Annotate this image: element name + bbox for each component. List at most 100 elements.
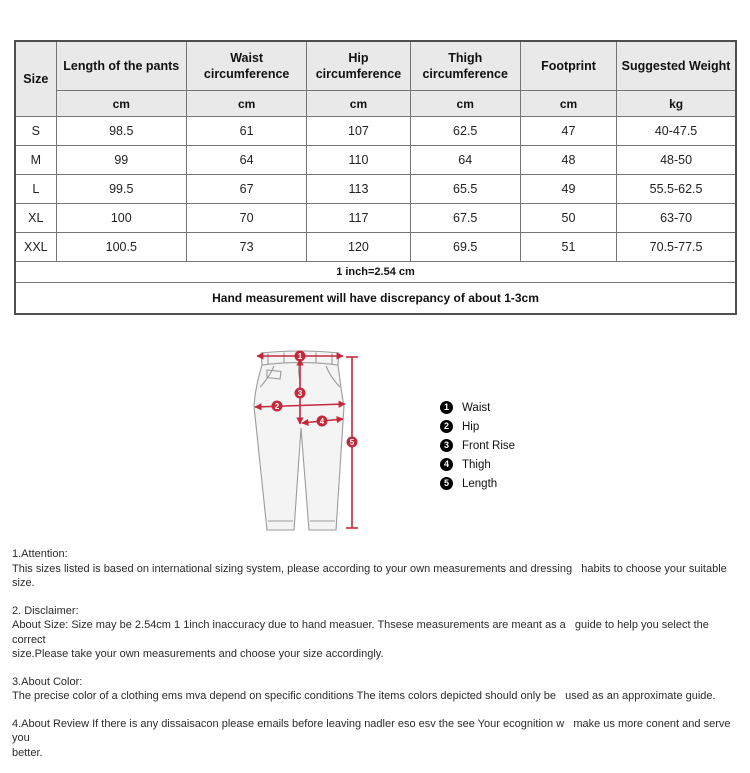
- note-body: 4.About Review If there is any dissaisac…: [12, 717, 731, 759]
- value-cell: 64: [185, 145, 308, 175]
- diagram-legend: 1 Waist 2 Hip 3 Front Rise 4 Thigh 5 Length: [440, 401, 515, 490]
- size-cell: XXL: [14, 232, 57, 262]
- value-cell: 48-50: [616, 145, 737, 175]
- note-title: 2. Disclaimer:: [12, 604, 79, 617]
- value-cell: 69.5: [409, 232, 521, 262]
- value-cell: 70: [185, 203, 308, 233]
- unit-cell: cm: [185, 90, 308, 117]
- value-cell: 64: [409, 145, 521, 175]
- value-cell: 110: [306, 145, 411, 175]
- measurement-diagram: 1 2 3 4 5 1 Waist 2 Hi: [248, 346, 678, 568]
- legend-label: Length: [462, 477, 498, 490]
- legend-label: Waist: [462, 401, 491, 414]
- col-header: Hip circumference: [306, 40, 411, 91]
- value-cell: 65.5: [409, 174, 521, 204]
- value-cell: 67: [185, 174, 308, 204]
- value-cell: 47: [519, 116, 618, 146]
- marker-hip: 2: [271, 400, 283, 412]
- legend-number-badge: 4: [440, 458, 453, 471]
- col-header: Footprint: [519, 40, 618, 91]
- table-row: XL 100 70 117 67.5 50 63-70: [14, 203, 737, 233]
- value-cell: 49: [519, 174, 618, 204]
- unit-cell: cm: [55, 90, 187, 117]
- unit-cell: cm: [409, 90, 521, 117]
- measurement-markers: 1 2 3 4 5: [271, 350, 358, 448]
- value-cell: 100.5: [55, 232, 187, 262]
- size-chart-table: Size Length of the pants Waist circumferen…: [14, 40, 737, 315]
- size-guide-page: Size Length of the pants Waist circumferen…: [12, 40, 737, 759]
- marker-front-rise: 3: [294, 387, 306, 399]
- note-title: 3.About Color:: [12, 675, 83, 688]
- col-header: Waist circumference: [185, 40, 308, 91]
- note-section-about-color: 3.About Color: The precise color of a cl…: [12, 675, 739, 704]
- legend-label: Thigh: [462, 458, 491, 471]
- table-row: S 98.5 61 107 62.5 47 40-47.5: [14, 116, 737, 146]
- note-title: 1.Attention:: [12, 548, 68, 560]
- value-cell: 70.5-77.5: [616, 232, 737, 262]
- value-cell: 107: [306, 116, 411, 146]
- col-header: Length of the pants: [55, 40, 187, 91]
- value-cell: 117: [306, 203, 411, 233]
- value-cell: 50: [519, 203, 618, 233]
- marker-thigh: 4: [316, 415, 328, 427]
- table-row: L 99.5 67 113 65.5 49 55.5-62.5: [14, 174, 737, 204]
- value-cell: 99.5: [55, 174, 187, 204]
- note-body: This sizes listed is based on internatio…: [12, 562, 730, 590]
- value-cell: 113: [306, 174, 411, 204]
- legend-number-badge: 2: [440, 420, 453, 433]
- svg-text:4: 4: [320, 417, 325, 426]
- table-note: Hand measurement will have discrepancy o…: [14, 282, 737, 315]
- svg-text:1: 1: [298, 352, 303, 361]
- value-cell: 100: [55, 203, 187, 233]
- unit-cell: cm: [306, 90, 411, 117]
- unit-cell: kg: [616, 90, 737, 117]
- value-cell: 63-70: [616, 203, 737, 233]
- legend-item: 5 Length: [440, 477, 515, 490]
- col-header: Suggested Weight: [616, 40, 737, 91]
- pants-diagram-illustration: 1 2 3 4 5: [253, 350, 358, 531]
- value-cell: 120: [306, 232, 411, 262]
- legend-number-badge: 5: [440, 477, 453, 490]
- note-section-disclaimer: 2. Disclaimer: About Size: Size may be 2…: [12, 604, 739, 662]
- legend-number-badge: 1: [440, 401, 453, 414]
- value-cell: 48: [519, 145, 618, 175]
- note-section-attention: 1.Attention: This sizes listed is based …: [12, 547, 739, 591]
- note-section-about-review: 4.About Review If there is any dissaisac…: [12, 717, 739, 761]
- size-chart-header: Size Length of the pants Waist circumferen…: [14, 40, 737, 117]
- value-cell: 40-47.5: [616, 116, 737, 146]
- size-cell: XL: [14, 203, 57, 233]
- legend-item: 2 Hip: [440, 420, 515, 433]
- svg-text:5: 5: [350, 438, 355, 447]
- size-chart-body: S 98.5 61 107 62.5 47 40-47.5 M 99 64 110 64 48 48-50…: [14, 116, 737, 315]
- value-cell: 73: [185, 232, 308, 262]
- table-row: XXL 100.5 73 120 69.5 51 70.5-77.5: [14, 232, 737, 262]
- value-cell: 55.5-62.5: [616, 174, 737, 204]
- value-cell: 99: [55, 145, 187, 175]
- marker-waist: 1: [294, 350, 306, 362]
- unit-cell: cm: [519, 90, 618, 117]
- value-cell: 67.5: [409, 203, 521, 233]
- value-cell: 51: [519, 232, 618, 262]
- col-header: Thigh circumference: [409, 40, 521, 91]
- value-cell: 61: [185, 116, 308, 146]
- measure-line-hip: [254, 400, 346, 411]
- legend-label: Hip: [462, 420, 480, 433]
- size-cell: L: [14, 174, 57, 204]
- legend-item: 1 Waist: [440, 401, 515, 414]
- size-cell: M: [14, 145, 57, 175]
- legend-label: Front Rise: [462, 439, 516, 452]
- marker-length: 5: [346, 436, 358, 448]
- size-cell: S: [14, 116, 57, 146]
- notes-area: 1.Attention: This sizes listed is based …: [12, 547, 739, 773]
- col-header-size: Size: [14, 40, 57, 117]
- note-body: About Size: Size may be 2.54cm 1 1inch i…: [12, 619, 709, 661]
- legend-item: 3 Front Rise: [440, 439, 515, 452]
- value-cell: 98.5: [55, 116, 187, 146]
- table-row: M 99 64 110 64 48 48-50: [14, 145, 737, 175]
- svg-text:3: 3: [298, 389, 303, 398]
- legend-number-badge: 3: [440, 439, 453, 452]
- legend-item: 4 Thigh: [440, 458, 515, 471]
- note-body: The precise color of a clothing ems mva …: [12, 690, 716, 703]
- value-cell: 62.5: [409, 116, 521, 146]
- svg-text:2: 2: [275, 402, 280, 411]
